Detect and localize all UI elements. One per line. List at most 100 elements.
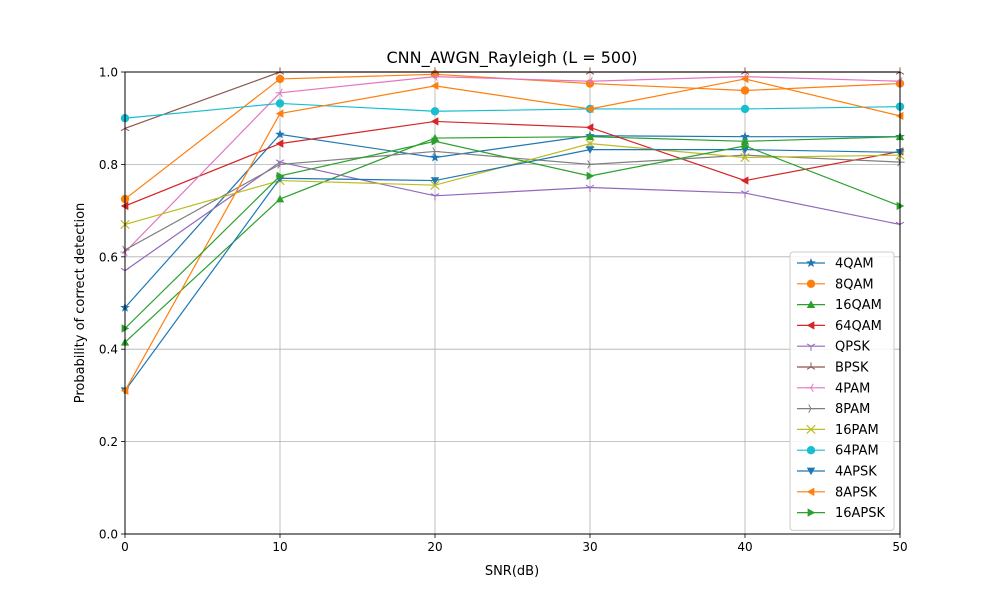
legend-label: BPSK (835, 361, 869, 376)
axis-ticks: 0 10 20 30 40 50 0.0 0.2 0.4 0.6 0.8 1.0 (99, 66, 908, 555)
data-point (740, 86, 750, 95)
data-point (806, 467, 816, 476)
legend-label: 16QAM (835, 298, 882, 313)
y-tick-label: 0.4 (99, 343, 118, 357)
legend-item: 4APSK (797, 465, 877, 480)
y-tick-label: 0.0 (99, 528, 118, 542)
legend-label: 8QAM (835, 277, 874, 292)
legend-item: 8PAM (797, 402, 870, 417)
data-point (807, 508, 816, 517)
data-point (275, 74, 285, 84)
legend-label: 16APSK (835, 506, 886, 521)
y-tick-label: 1.0 (99, 66, 118, 80)
x-tick-label: 40 (737, 540, 752, 554)
y-tick-label: 0.6 (99, 250, 118, 264)
data-point (806, 446, 816, 455)
legend-item: QPSK (797, 340, 870, 355)
data-point (275, 129, 285, 139)
data-point (740, 104, 750, 114)
legend-item: 64QAM (797, 319, 882, 334)
data-point (275, 109, 284, 118)
data-point (585, 132, 595, 141)
data-point (430, 117, 439, 126)
y-tick-label: 0.2 (99, 435, 118, 449)
data-point (430, 193, 440, 201)
legend-item: BPSK (797, 361, 869, 376)
data-point (276, 171, 285, 181)
series-line (124, 149, 901, 392)
data-point (430, 107, 440, 116)
series-line (124, 78, 901, 392)
data-point (430, 72, 438, 81)
legend-label: 8APSK (835, 485, 877, 500)
legend-item: 4QAM (797, 257, 874, 272)
data-point (740, 190, 750, 198)
x-tick-label: 0 (121, 540, 129, 554)
legend-box (789, 251, 895, 531)
series-line (124, 161, 901, 272)
data-point (806, 487, 815, 496)
data-point (806, 362, 816, 370)
data-point (430, 152, 440, 162)
data-point (740, 152, 750, 163)
data-point (806, 343, 816, 351)
plot-frame (124, 71, 901, 535)
data-point (431, 137, 440, 146)
data-point (806, 424, 816, 435)
x-axis-label: SNR(dB) (485, 564, 539, 579)
legend-item: 64PAM (797, 444, 879, 459)
legend-label: 16PAM (835, 423, 879, 438)
x-tick-label: 20 (427, 540, 442, 554)
data-point (430, 81, 439, 91)
legend-label: 4APSK (835, 465, 877, 480)
chart-title: CNN_AWGN_Rayleigh (L = 500) (386, 48, 637, 68)
series-line (124, 133, 900, 309)
series-line (124, 140, 901, 329)
data-point (275, 88, 283, 98)
x-tick-label: 50 (892, 540, 907, 554)
series-line (124, 136, 901, 343)
data-point (275, 194, 285, 203)
legend-item: 16QAM (797, 298, 882, 313)
x-tick-label: 30 (582, 540, 597, 554)
data-point (806, 257, 816, 268)
legend-label: 64PAM (835, 444, 879, 459)
legend-item: 16APSK (797, 506, 886, 521)
legend-label: 8PAM (835, 402, 870, 417)
series-line (124, 143, 901, 226)
data-point (275, 139, 284, 148)
data-point (587, 160, 595, 169)
y-tick-label: 0.8 (99, 158, 118, 172)
series-64qam (120, 117, 904, 211)
data-point (806, 279, 816, 288)
legend-item: 8QAM (797, 277, 874, 292)
data-point (740, 131, 750, 141)
data-point (430, 180, 440, 190)
data-point (741, 141, 750, 151)
data-point (585, 76, 593, 86)
legend-item: 8APSK (797, 485, 877, 500)
data-point (808, 404, 816, 413)
data-point (806, 321, 815, 330)
series-line (124, 102, 901, 119)
legend-label: 4QAM (835, 257, 874, 272)
legend-label: 4PAM (835, 381, 870, 396)
data-point (740, 176, 749, 185)
data-point (430, 177, 440, 185)
legend-label: QPSK (835, 340, 870, 355)
x-tick-label: 10 (272, 540, 287, 554)
data-point (740, 74, 749, 84)
data-point (585, 104, 594, 114)
data-point (585, 146, 595, 154)
legend-item: 16PAM (797, 423, 879, 438)
data-point (806, 383, 814, 393)
data-point (585, 184, 595, 193)
legend-item: 4PAM (797, 381, 870, 396)
legend-label: 64QAM (835, 319, 882, 334)
series-line (124, 120, 901, 207)
data-point (585, 123, 594, 132)
data-point (432, 147, 440, 156)
data-point (806, 300, 816, 308)
